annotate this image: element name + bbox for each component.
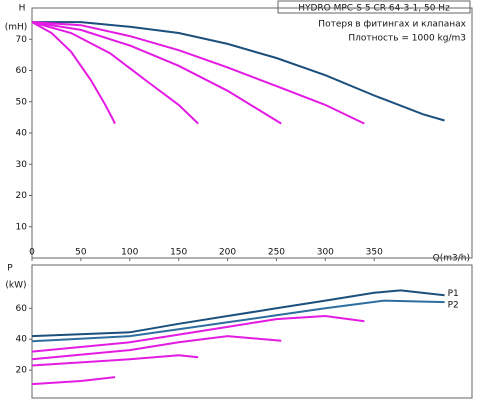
y-axis-label: H: [19, 4, 26, 14]
y-tick-label: 20: [16, 191, 28, 201]
y-tick-label: 10: [16, 222, 28, 232]
y-tick-label: 40: [16, 129, 28, 139]
curve: [31, 21, 116, 125]
annotation: Потеря в фитингах и клапанах: [318, 20, 466, 30]
x-tick-label: 0: [29, 248, 35, 258]
y-axis-label: P: [7, 264, 13, 274]
x-tick-label: 350: [366, 248, 383, 258]
curve: [31, 376, 116, 386]
y-axis-unit: (mН): [5, 23, 28, 33]
curve: [31, 21, 365, 125]
plot-frame: [31, 7, 473, 259]
curve: [31, 314, 365, 353]
series-label: P1: [448, 289, 459, 299]
y-tick-label: 40: [16, 335, 28, 345]
x-tick-label: 250: [268, 248, 285, 258]
y-tick-label: 60: [16, 66, 28, 76]
y-tick-label: 30: [16, 160, 28, 170]
curve: [32, 21, 445, 122]
curve: [31, 21, 282, 125]
curve: [31, 335, 282, 361]
x-tick-label: 200: [219, 248, 236, 258]
x-tick-label: 100: [121, 248, 138, 258]
y-tick-label: 20: [16, 366, 28, 376]
y-tick-label: 60: [16, 304, 28, 314]
series-label: P2: [448, 301, 459, 311]
plot-frame: [31, 264, 473, 399]
curve: [31, 21, 199, 125]
curve: [31, 299, 445, 343]
x-tick-label: 300: [317, 248, 334, 258]
y-tick-label: 70: [16, 35, 28, 45]
y-tick-label: 50: [16, 97, 28, 107]
curve: [31, 289, 445, 338]
x-tick-label: 150: [170, 248, 187, 258]
x-tick-label: 50: [75, 248, 87, 258]
y-axis-unit: (kW): [5, 281, 26, 291]
curve: [31, 354, 199, 367]
title-box: [277, 0, 471, 14]
annotation: Плотность = 1000 kg/m3: [348, 34, 466, 44]
